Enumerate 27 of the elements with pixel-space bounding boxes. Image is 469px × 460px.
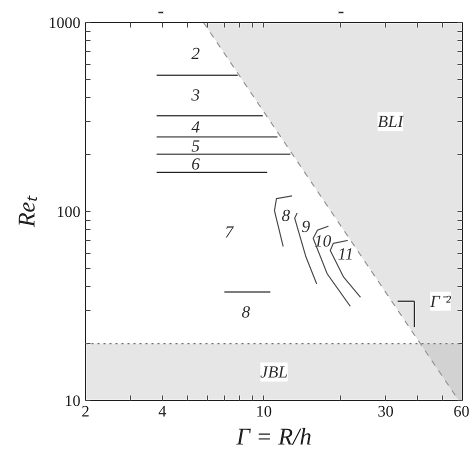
y-axis-title: Reₜ [14,194,40,228]
annotation: 3 [190,85,200,104]
x-tick-label: 2 [82,404,90,420]
band-label: JBL [260,362,288,382]
annotation: 2 [191,44,200,63]
annotation: 4 [191,118,200,137]
annotation: 10 [314,231,332,250]
x-tick-label: 30 [378,404,394,420]
x-tick-label: 10 [256,404,272,420]
annotation: Γ⁻² [429,292,452,311]
y-tick-label: 10 [64,393,80,410]
annotation: 8 [282,206,291,226]
annotation: 11 [338,244,354,264]
annotation: 5 [191,136,200,156]
line-series [330,240,362,298]
annotation: 8 [242,302,251,322]
x-tick-label: 60 [454,404,469,420]
line-series [312,226,351,307]
x-tick-label: 4 [158,404,166,420]
line-series [274,195,293,248]
annotation: 6 [191,154,200,174]
annotation: BLI [378,112,404,132]
x-axis-title: Γ = R/h [235,424,312,450]
annotation: 7 [224,222,235,242]
y-tick-label: 1000 [48,15,80,32]
annotation: 9 [302,217,311,236]
y-tick-label: 100 [56,204,80,221]
